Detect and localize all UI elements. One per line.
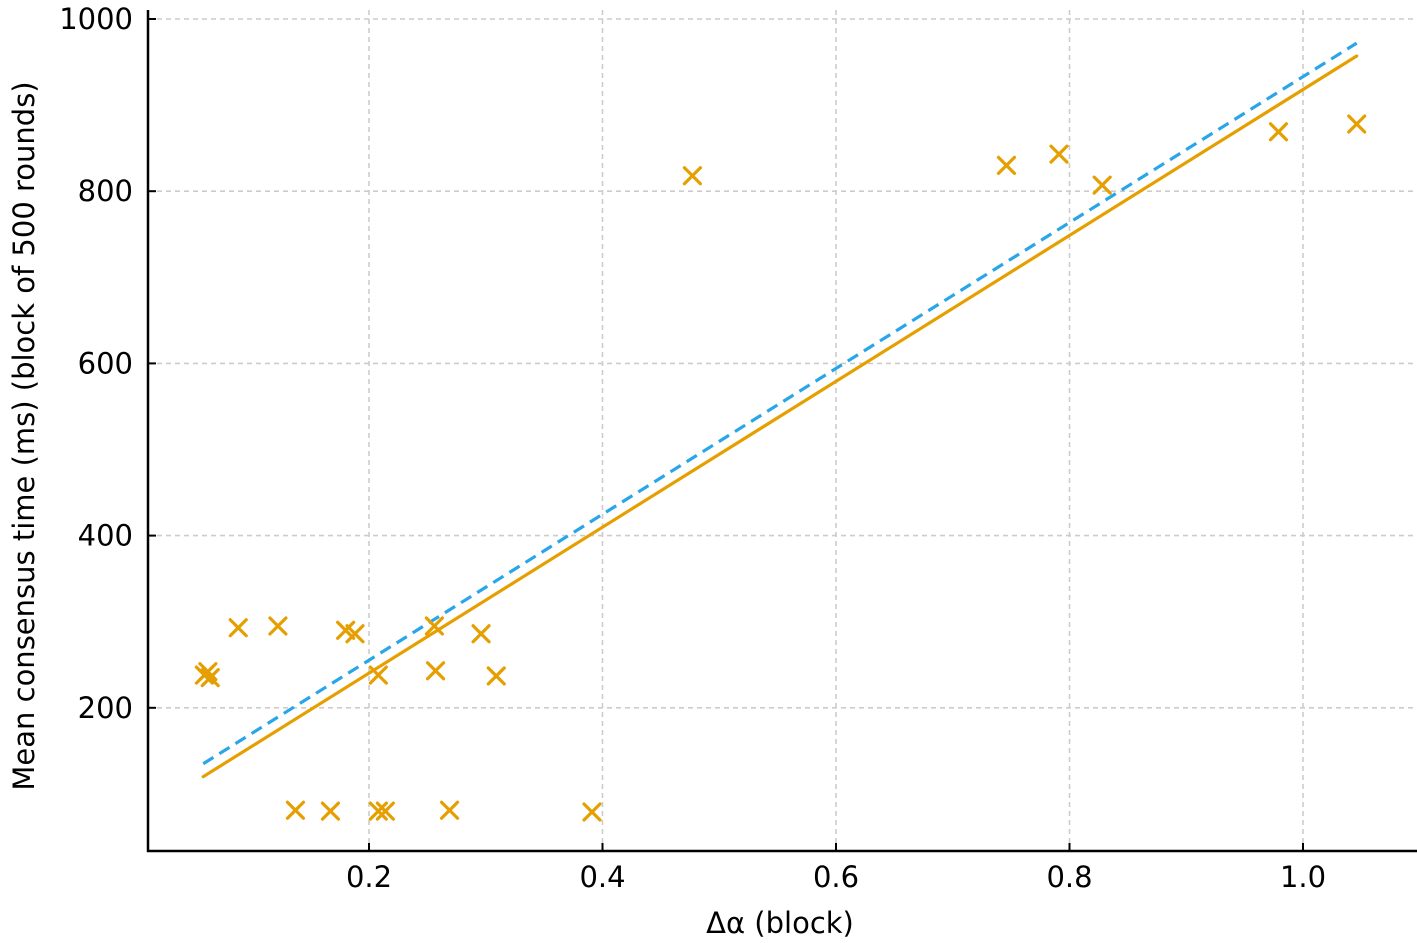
data-point-x-marker: [1092, 175, 1112, 195]
y-tick-label: 200: [78, 691, 133, 725]
tick-labels: 0.2 0.4 0.6 0.8 1.0 200 400 600 800 1000: [59, 2, 1326, 894]
data-point-x-marker: [368, 665, 388, 685]
x-tick-label: 0.6: [813, 860, 859, 894]
y-axis-title: Mean consensus time (ms) (block of 500 r…: [7, 81, 41, 790]
data-point-x-marker: [1049, 144, 1069, 164]
data-point-x-marker: [320, 801, 341, 821]
y-tick-label: 400: [78, 519, 133, 553]
x-axis-title: Δα (block): [706, 906, 854, 940]
x-tick-label: 0.4: [579, 860, 625, 894]
fit-dashed-line: [202, 41, 1358, 766]
y-tick-label: 1000: [59, 2, 133, 36]
y-tick-label: 600: [78, 346, 133, 380]
x-tick-label: 1.0: [1280, 860, 1326, 894]
data-point-x-marker: [439, 800, 460, 820]
data-point-x-marker: [228, 618, 248, 638]
data-point-x-marker: [425, 661, 446, 681]
data-point-x-marker: [268, 616, 288, 636]
data-point-x-marker: [198, 662, 218, 682]
data-point-x-marker: [375, 801, 395, 821]
data-point-x-marker: [200, 668, 220, 688]
x-tick-label: 0.8: [1046, 860, 1092, 894]
data-point-x-marker: [471, 624, 491, 644]
data-point-x-marker: [1347, 114, 1367, 134]
data-point-x-marker: [996, 155, 1017, 175]
data-point-x-marker: [368, 801, 388, 821]
data-point-x-marker: [345, 624, 365, 644]
data-point-x-marker: [682, 166, 702, 186]
y-tick-label: 800: [78, 174, 133, 208]
data-point-x-marker: [285, 800, 306, 820]
data-point-x-marker: [424, 616, 444, 636]
data-points: [194, 114, 1367, 822]
fit-solid-line: [201, 54, 1359, 779]
data-point-x-marker: [1268, 122, 1289, 142]
fit-lines: [201, 41, 1359, 779]
axes: [146, 10, 1417, 853]
data-point-x-marker: [582, 802, 602, 822]
grid-lines: [148, 10, 1417, 851]
x-tick-label: 0.2: [346, 860, 392, 894]
data-point-x-marker: [486, 666, 506, 686]
